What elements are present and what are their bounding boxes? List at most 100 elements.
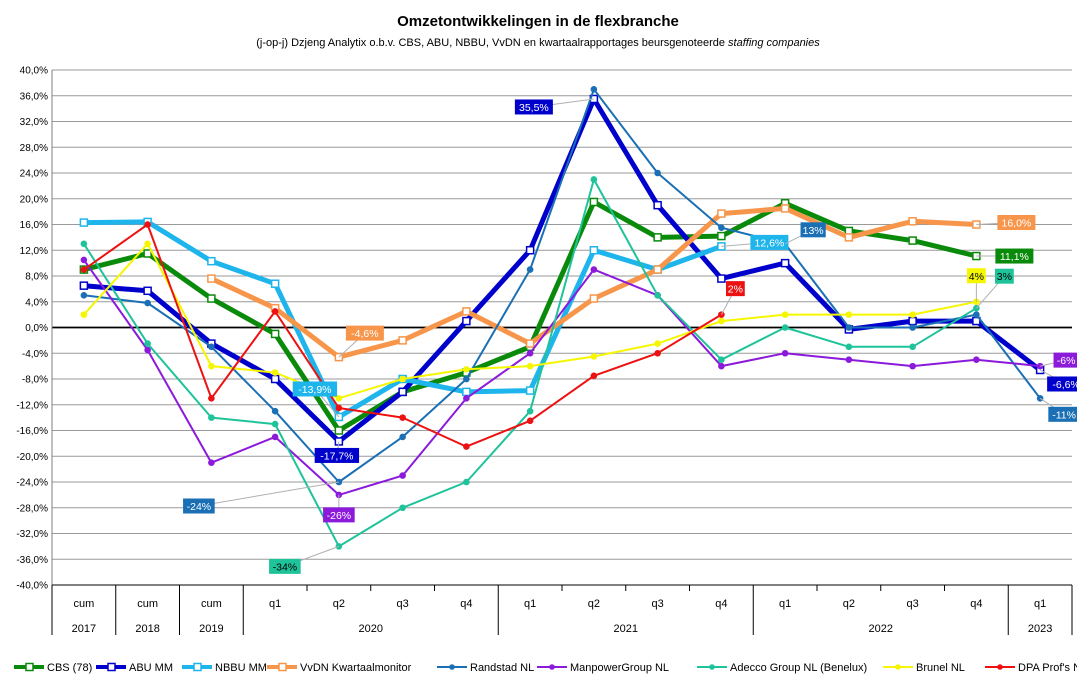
data-point (207, 294, 216, 303)
chart-subtitle-italic: staffing companies (728, 37, 820, 49)
y-tick-label: 12,0% (20, 246, 48, 257)
data-point (908, 316, 917, 326)
data-label: -24% (183, 481, 339, 514)
legend-swatch-marker (895, 664, 901, 670)
data-label-text: 11,1% (1000, 251, 1029, 263)
y-tick-label: 8,0% (25, 272, 48, 283)
x-group-label: 2023 (1028, 623, 1052, 635)
legend-entry: Adecco Group NL (Benelux) (697, 662, 867, 674)
x-category-label: q1 (1034, 598, 1046, 610)
legend-entry: ManpowerGroup NL (537, 662, 669, 674)
data-point (589, 197, 599, 207)
legend-entry: VvDN Kwartaalmonitor (267, 662, 412, 674)
data-point (780, 204, 790, 213)
legend-label: ManpowerGroup NL (570, 662, 669, 674)
chart-subtitle: (j-op-j) Dzjeng Analytix o.b.v. CBS, ABU… (256, 37, 820, 49)
x-category-label: q4 (715, 598, 727, 610)
data-label-box (995, 248, 1034, 264)
data-point (80, 256, 88, 264)
data-label-box (292, 381, 338, 397)
data-point (653, 200, 662, 210)
data-point (590, 266, 598, 273)
data-point (717, 274, 726, 283)
series-line (82, 258, 1042, 496)
data-point (717, 209, 726, 218)
data-point (781, 311, 789, 318)
data-point (718, 356, 725, 363)
y-tick-label: -20,0% (16, 452, 48, 463)
data-point (144, 346, 151, 354)
data-point (335, 404, 343, 412)
data-label: 3% (975, 268, 1014, 309)
legend-entry: ABU MM (96, 662, 173, 674)
data-point (399, 433, 406, 441)
legend-label: VvDN Kwartaalmonitor (300, 662, 412, 674)
data-point (79, 281, 89, 290)
data-point (208, 343, 215, 351)
data-label-text: -4,6% (351, 328, 378, 340)
data-label: 16,0% (976, 215, 1036, 230)
data-label-box (1048, 406, 1077, 422)
data-point (526, 349, 534, 357)
legend-entry: CBS (78) (14, 662, 92, 674)
legend-label: Brunel NL (916, 662, 965, 674)
data-point (80, 240, 88, 248)
data-point (398, 336, 407, 345)
chart-title: Omzetontwikkelingen in de flexbranche (397, 13, 679, 30)
data-point (208, 395, 215, 402)
data-label-box (994, 268, 1014, 284)
data-label-box (1047, 376, 1077, 392)
legend-swatch-marker (997, 664, 1003, 670)
legend-swatch-marker (709, 664, 715, 670)
x-category-label: cum (137, 598, 158, 610)
data-label-text: -11% (1052, 409, 1076, 421)
data-point (780, 258, 790, 268)
data-point (271, 407, 279, 415)
data-point (654, 169, 661, 177)
data-point (845, 343, 853, 351)
data-label-text: 13% (803, 225, 824, 237)
legend-label: Randstad NL (470, 662, 534, 674)
data-point (270, 374, 280, 384)
data-point (845, 324, 853, 331)
legend-swatch-marker (549, 664, 555, 670)
data-point (271, 420, 279, 428)
x-category-label: cum (73, 598, 94, 610)
x-category-label: q3 (652, 598, 664, 610)
data-label: -6% (1040, 352, 1077, 368)
x-category-label: q1 (269, 598, 281, 610)
data-label-box (725, 281, 745, 297)
data-label-text: 16,0% (1001, 218, 1031, 230)
data-point (654, 340, 661, 347)
y-tick-label: -12,0% (16, 400, 48, 411)
data-point (844, 233, 854, 242)
data-label-text: -6,6% (1052, 379, 1077, 391)
x-category-label: q2 (843, 598, 855, 610)
legend-swatch-marker (25, 662, 34, 672)
data-point (525, 386, 535, 395)
data-point (463, 366, 470, 373)
x-category-label: cum (201, 598, 222, 610)
data-point (463, 478, 470, 486)
data-point (973, 311, 980, 318)
x-category-label: q4 (970, 598, 982, 610)
series-line (82, 88, 1042, 483)
x-category-label: q2 (333, 598, 345, 610)
data-label-box (750, 234, 789, 250)
y-tick-label: 20,0% (20, 194, 48, 205)
legend-label: ABU MM (129, 662, 173, 674)
data-label-text: 3% (997, 271, 1012, 283)
x-category-label: q3 (397, 598, 409, 610)
data-point (399, 504, 406, 512)
data-point (144, 299, 151, 307)
data-point (526, 266, 534, 273)
data-point (207, 256, 216, 266)
y-tick-label: 36,0% (20, 91, 48, 102)
chart-subtitle-main: (j-op-j) Dzjeng Analytix o.b.v. CBS, ABU… (256, 37, 728, 49)
data-point (144, 221, 151, 228)
data-point (208, 459, 215, 466)
data-point (590, 353, 598, 360)
data-point (334, 426, 344, 435)
